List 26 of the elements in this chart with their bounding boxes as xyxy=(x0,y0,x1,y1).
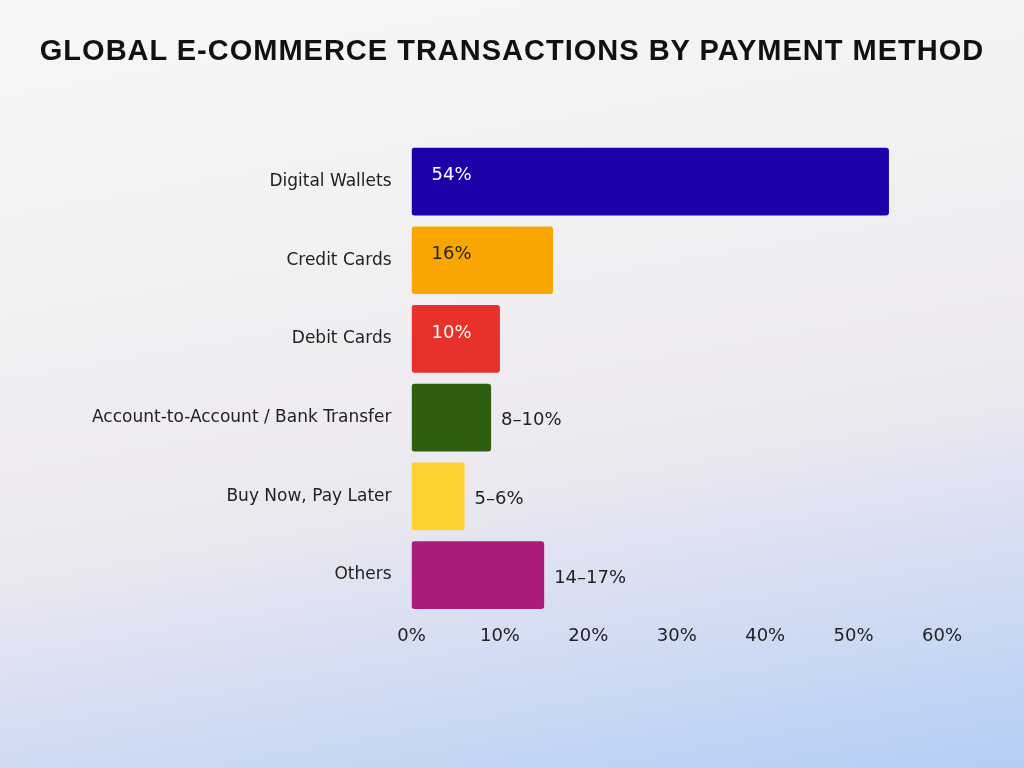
data-label: 10% xyxy=(431,320,472,342)
y-tick-label: Digital Wallets xyxy=(269,169,392,190)
x-tick-label: 50% xyxy=(833,623,874,645)
y-tick-label: Debit Cards xyxy=(291,327,392,348)
y-tick-label: Buy Now, Pay Later xyxy=(226,484,392,505)
bar xyxy=(411,305,500,373)
y-tick-label: Account-to-Account / Bank Transfer xyxy=(91,406,392,427)
x-tick-label: 40% xyxy=(745,623,786,645)
bar xyxy=(411,383,492,452)
chart-title: GLOBAL E-COMMERCE TRANSACTIONS BY PAYMENT METHOD xyxy=(38,34,986,67)
bar xyxy=(411,147,889,216)
bar xyxy=(411,226,553,295)
bar xyxy=(411,541,545,609)
y-tick-label: Credit Cards xyxy=(286,248,392,269)
y-tick-label: Others xyxy=(334,563,392,584)
bar xyxy=(411,462,465,531)
x-tick-label: 0% xyxy=(397,623,426,645)
annotation: 8–10% xyxy=(501,408,562,430)
data-label: 54% xyxy=(431,163,472,185)
x-tick-label: 20% xyxy=(568,623,609,645)
data-label: 16% xyxy=(431,241,472,263)
annotation: 5–6% xyxy=(474,487,524,509)
x-tick-label: 30% xyxy=(656,623,697,645)
x-tick-label: 10% xyxy=(479,623,520,645)
annotation: 14–17% xyxy=(554,565,627,587)
x-tick-label: 60% xyxy=(921,623,963,645)
